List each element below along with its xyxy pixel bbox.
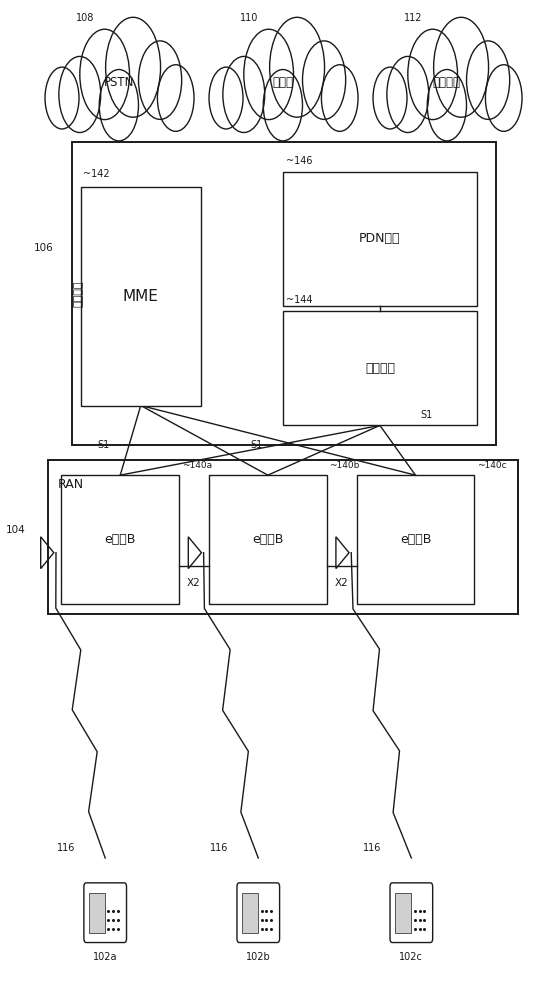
- FancyBboxPatch shape: [283, 172, 477, 306]
- FancyBboxPatch shape: [357, 475, 474, 604]
- FancyBboxPatch shape: [209, 475, 326, 604]
- Text: ~142: ~142: [83, 169, 110, 179]
- Text: 116: 116: [363, 843, 381, 853]
- Text: e节点B: e节点B: [400, 533, 431, 546]
- Circle shape: [80, 29, 130, 120]
- Text: 其他网络: 其他网络: [433, 76, 461, 89]
- Circle shape: [485, 65, 522, 131]
- Circle shape: [209, 67, 243, 129]
- Text: 服务网关: 服务网关: [365, 362, 395, 375]
- Circle shape: [263, 70, 302, 141]
- Circle shape: [269, 17, 325, 117]
- Circle shape: [139, 41, 182, 119]
- FancyBboxPatch shape: [48, 460, 518, 614]
- Text: X2: X2: [335, 578, 348, 588]
- Text: PSTN: PSTN: [103, 76, 134, 89]
- Text: 116: 116: [57, 843, 75, 853]
- Text: 因特网: 因特网: [272, 76, 293, 89]
- FancyBboxPatch shape: [80, 187, 201, 406]
- Text: MME: MME: [123, 289, 159, 304]
- Text: ~144: ~144: [286, 295, 312, 305]
- Circle shape: [158, 65, 194, 131]
- FancyBboxPatch shape: [243, 893, 258, 933]
- Text: S1: S1: [98, 440, 110, 450]
- Circle shape: [434, 17, 489, 117]
- FancyBboxPatch shape: [390, 883, 433, 943]
- Text: 核心网络: 核心网络: [74, 280, 84, 307]
- Text: ~146: ~146: [286, 156, 312, 166]
- Text: S1: S1: [251, 440, 263, 450]
- Circle shape: [59, 56, 101, 133]
- Text: 102b: 102b: [246, 952, 271, 962]
- Circle shape: [408, 29, 457, 120]
- Text: 108: 108: [76, 13, 94, 23]
- Text: ~140b: ~140b: [329, 461, 360, 470]
- FancyBboxPatch shape: [396, 893, 411, 933]
- Circle shape: [427, 70, 467, 141]
- Text: e节点B: e节点B: [105, 533, 136, 546]
- Text: ~140a: ~140a: [182, 461, 212, 470]
- Circle shape: [373, 67, 407, 129]
- FancyBboxPatch shape: [73, 142, 496, 445]
- Text: PDN网关: PDN网关: [359, 232, 401, 245]
- Text: S1: S1: [420, 410, 433, 420]
- Text: X2: X2: [187, 578, 201, 588]
- Circle shape: [321, 65, 358, 131]
- FancyBboxPatch shape: [237, 883, 280, 943]
- FancyBboxPatch shape: [283, 311, 477, 425]
- Text: 106: 106: [34, 243, 53, 253]
- Circle shape: [223, 56, 265, 133]
- Circle shape: [387, 56, 429, 133]
- Circle shape: [106, 17, 160, 117]
- Circle shape: [302, 41, 345, 119]
- Circle shape: [45, 67, 79, 129]
- FancyBboxPatch shape: [61, 475, 179, 604]
- Text: RAN: RAN: [58, 478, 84, 491]
- FancyBboxPatch shape: [89, 893, 105, 933]
- Text: 110: 110: [240, 13, 259, 23]
- Text: 104: 104: [6, 525, 26, 535]
- Text: e节点B: e节点B: [252, 533, 283, 546]
- Text: 102a: 102a: [93, 952, 117, 962]
- Text: ~140c: ~140c: [477, 461, 506, 470]
- Circle shape: [467, 41, 510, 119]
- Circle shape: [100, 70, 139, 141]
- Text: 116: 116: [210, 843, 228, 853]
- Text: 102c: 102c: [400, 952, 423, 962]
- FancyBboxPatch shape: [84, 883, 126, 943]
- Circle shape: [244, 29, 293, 120]
- Text: 112: 112: [404, 13, 423, 23]
